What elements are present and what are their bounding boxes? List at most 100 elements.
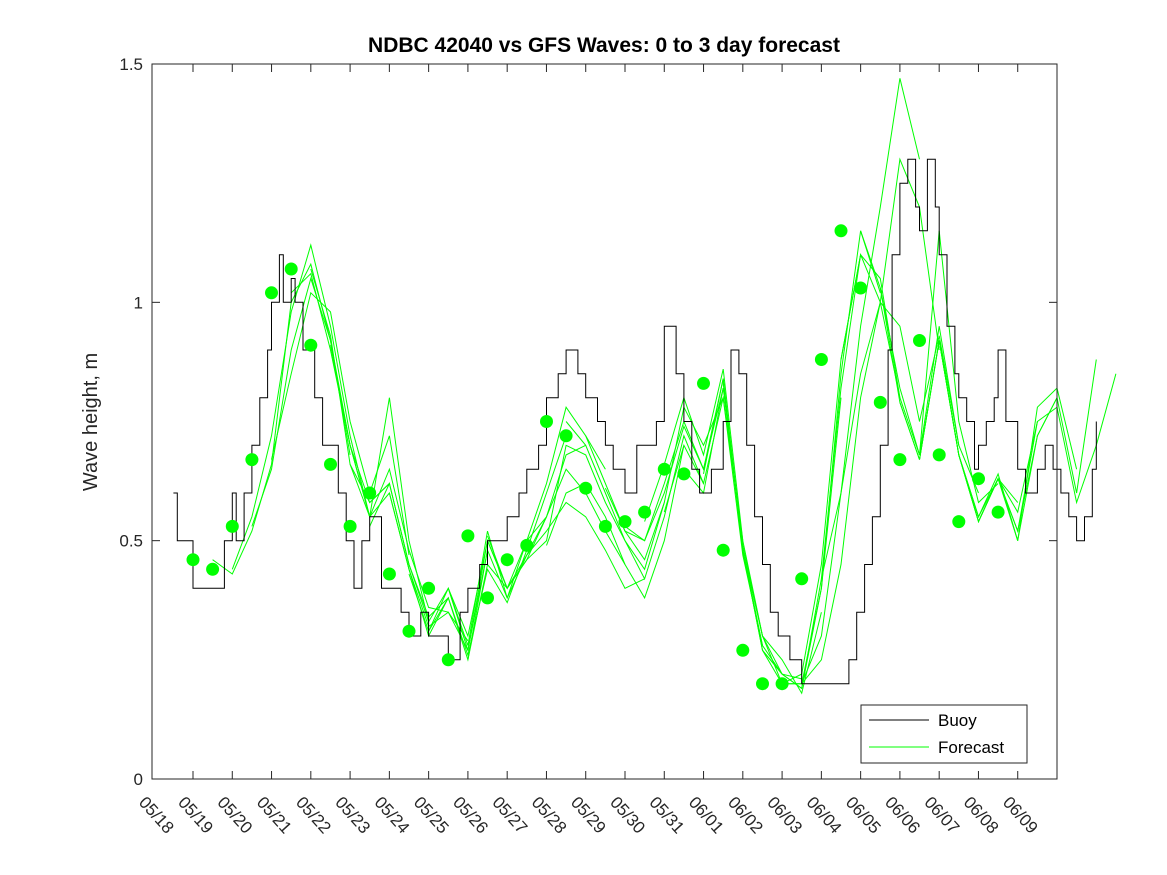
forecast-dot-7 bbox=[324, 457, 337, 471]
forecast-dot-22 bbox=[618, 515, 632, 529]
forecast-run-line-15 bbox=[506, 501, 645, 599]
forecast-run-line-11 bbox=[428, 435, 567, 657]
forecast-dot-38 bbox=[932, 448, 946, 462]
forecast-run-line-17 bbox=[546, 445, 685, 600]
x-tick-label-13: 05/31 bbox=[646, 793, 689, 837]
axes-frame bbox=[151, 63, 1058, 780]
forecast-dot-0 bbox=[186, 553, 200, 567]
forecast-run-line-7 bbox=[349, 464, 488, 652]
forecast-run-line-12 bbox=[447, 444, 586, 651]
legend-box bbox=[860, 704, 1028, 764]
forecast-dot-11 bbox=[402, 624, 416, 638]
forecast-dot-35 bbox=[873, 395, 887, 409]
legend: Buoy Forecast bbox=[860, 704, 1028, 764]
x-tick-label-7: 05/25 bbox=[410, 793, 453, 837]
forecast-run-line-32 bbox=[840, 252, 979, 494]
forecast-run-line-13 bbox=[467, 406, 606, 660]
x-tick-label-15: 06/02 bbox=[724, 793, 767, 837]
forecast-run-line-8 bbox=[369, 481, 508, 646]
forecast-dot-28 bbox=[736, 643, 750, 657]
x-tick-label-16: 06/03 bbox=[763, 793, 806, 837]
y-tick-label-0: 0 bbox=[134, 770, 143, 789]
forecast-dot-9 bbox=[363, 486, 377, 500]
forecast-dot-8 bbox=[343, 519, 357, 533]
x-tick-label-20: 06/07 bbox=[920, 793, 963, 837]
forecast-run-line-0 bbox=[212, 262, 351, 575]
forecast-dot-6 bbox=[304, 338, 318, 352]
forecast-run-line-9 bbox=[388, 492, 528, 662]
x-tick-label-21: 06/08 bbox=[960, 793, 1003, 837]
forecast-dot-41 bbox=[991, 505, 1005, 519]
x-tick-label-2: 05/20 bbox=[214, 793, 257, 837]
x-tick-label-17: 06/04 bbox=[803, 793, 846, 837]
forecast-dot-40 bbox=[972, 472, 985, 486]
plot-area bbox=[151, 63, 1117, 780]
x-tick-label-19: 06/06 bbox=[881, 793, 924, 837]
forecast-dot-37 bbox=[913, 334, 926, 347]
forecast-run-line-39 bbox=[978, 373, 1117, 533]
forecast-dot-39 bbox=[952, 515, 966, 529]
forecast-dot-24 bbox=[657, 462, 671, 476]
y-tick-label-2: 1 bbox=[134, 293, 143, 312]
y-tick-label-1: 0.5 bbox=[119, 532, 143, 551]
x-tick-label-11: 05/29 bbox=[567, 793, 610, 837]
forecast-dot-20 bbox=[579, 481, 593, 495]
forecast-dot-13 bbox=[441, 653, 455, 667]
forecast-run-line-16 bbox=[526, 444, 665, 571]
x-tick-label-14: 06/01 bbox=[685, 793, 728, 837]
y-axis: 0 0.5 1 1.5 bbox=[119, 55, 1057, 789]
forecast-dot-26 bbox=[697, 376, 710, 390]
forecast-run-line-6 bbox=[330, 345, 469, 642]
forecast-dot-12 bbox=[422, 581, 436, 595]
forecast-dot-14 bbox=[461, 529, 475, 543]
x-tick-label-8: 05/26 bbox=[449, 793, 492, 837]
forecast-run-line-38 bbox=[958, 359, 1097, 541]
forecast-dot-31 bbox=[795, 572, 809, 586]
forecast-run-line-30 bbox=[801, 157, 940, 685]
chart-title: NDBC 42040 vs GFS Waves: 0 to 3 day fore… bbox=[368, 34, 840, 57]
legend-buoy-label: Buoy bbox=[938, 711, 977, 730]
y-axis-label: Wave height, m bbox=[80, 353, 102, 491]
y-tick-label-3: 1.5 bbox=[119, 55, 143, 74]
forecast-dot-21 bbox=[598, 519, 612, 533]
forecast-dot-36 bbox=[893, 453, 907, 467]
forecast-run-line-18 bbox=[565, 421, 704, 581]
forecast-dot-1 bbox=[206, 562, 220, 576]
x-tick-label-12: 05/30 bbox=[606, 793, 649, 837]
forecast-dot-15 bbox=[481, 591, 494, 605]
x-tick-label-0: 05/18 bbox=[135, 793, 178, 837]
forecast-run-line-29 bbox=[782, 78, 920, 685]
legend-forecast-label: Forecast bbox=[938, 738, 1004, 757]
x-tick-label-18: 06/05 bbox=[842, 793, 885, 837]
forecast-run-line-24 bbox=[683, 388, 822, 695]
forecast-dot-27 bbox=[716, 543, 730, 557]
forecast-dot-10 bbox=[382, 567, 396, 581]
x-tick-label-1: 05/19 bbox=[174, 793, 217, 837]
forecast-dot-33 bbox=[834, 224, 848, 238]
forecast-dot-2 bbox=[225, 519, 239, 533]
forecast-dot-29 bbox=[756, 677, 769, 691]
x-tick-label-6: 05/24 bbox=[371, 793, 414, 837]
x-tick-label-4: 05/22 bbox=[292, 793, 335, 837]
forecast-run-line-28 bbox=[762, 253, 901, 690]
x-tick-label-9: 05/27 bbox=[488, 793, 531, 837]
forecast-dot-19 bbox=[559, 429, 573, 443]
forecast-dot-5 bbox=[284, 262, 298, 276]
forecast-dot-18 bbox=[540, 415, 553, 428]
forecast-dot-34 bbox=[854, 281, 868, 295]
x-tick-label-22: 06/09 bbox=[999, 793, 1042, 837]
forecast-dot-25 bbox=[677, 467, 691, 481]
forecast-dot-4 bbox=[265, 286, 278, 300]
x-tick-label-3: 05/21 bbox=[253, 793, 296, 837]
forecast-run-line-1 bbox=[231, 243, 371, 570]
forecast-dot-16 bbox=[500, 553, 514, 567]
forecast-dot-17 bbox=[520, 538, 534, 552]
forecast-run-line-3 bbox=[271, 291, 410, 556]
forecast-run-line-23 bbox=[663, 397, 802, 680]
x-tick-label-5: 05/23 bbox=[331, 793, 374, 837]
forecast-dot-32 bbox=[814, 353, 828, 366]
forecast-dot-3 bbox=[245, 453, 259, 467]
forecast-dot-23 bbox=[638, 505, 652, 519]
x-tick-label-10: 05/28 bbox=[528, 793, 571, 837]
